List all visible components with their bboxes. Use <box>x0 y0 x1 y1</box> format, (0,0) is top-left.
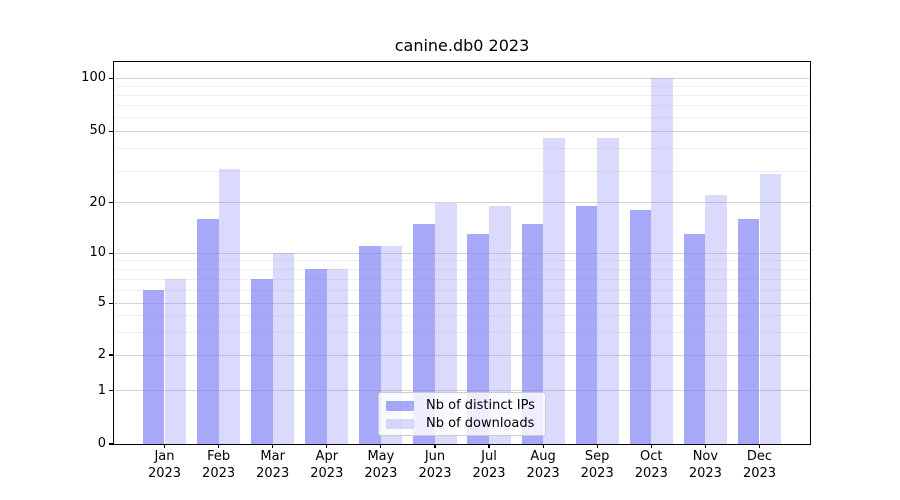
bar-downloads-nov <box>705 195 727 444</box>
x-tick-label-jul: Jul 2023 <box>472 449 506 481</box>
y-tick-mark-0 <box>109 443 113 445</box>
bar-downloads-dec <box>759 173 782 444</box>
x-tick-mark-nov <box>704 444 706 448</box>
x-tick-label-jun: Jun 2023 <box>418 449 452 481</box>
gridline-y-1 <box>114 390 810 392</box>
gridline-minor-y-6 <box>114 289 810 291</box>
gridline-minor-y-8 <box>114 268 810 270</box>
gridline-minor-y-4 <box>114 315 810 317</box>
y-tick-label-20: 20 <box>89 194 106 210</box>
x-tick-mark-may <box>380 444 382 448</box>
bar-downloads-jun <box>435 202 457 444</box>
gridline-minor-y-9 <box>114 260 810 262</box>
y-tick-mark-2 <box>109 354 113 356</box>
legend-swatch-distinct-ips <box>386 401 414 411</box>
x-tick-mark-jul <box>488 444 490 448</box>
bar-downloads-mar <box>272 253 295 444</box>
bar-downloads-oct <box>651 78 673 444</box>
y-tick-label-10: 10 <box>89 245 106 261</box>
x-tick-label-may: May 2023 <box>364 449 398 481</box>
y-tick-label-2: 2 <box>97 347 106 362</box>
y-tick-mark-5 <box>109 302 113 304</box>
x-tick-mark-feb <box>218 444 220 448</box>
bar-ips-may <box>359 246 381 444</box>
gridline-minor-y-30 <box>114 170 810 172</box>
x-tick-mark-sep <box>596 444 598 448</box>
x-tick-mark-oct <box>650 444 652 448</box>
gridline-minor-y-7 <box>114 278 810 280</box>
gridline-y-10 <box>114 252 810 254</box>
y-tick-label-50: 50 <box>89 123 106 139</box>
legend-item-downloads: Nb of downloads <box>386 415 537 433</box>
bar-downloads-sep <box>597 137 619 444</box>
gridline-y-5 <box>114 302 810 304</box>
x-tick-label-aug: Aug 2023 <box>526 449 560 481</box>
gridline-y-20 <box>114 202 810 204</box>
x-tick-label-dec: Dec 2023 <box>742 449 777 481</box>
x-tick-label-oct: Oct 2023 <box>634 449 668 481</box>
plot-area: Nb of distinct IPs Nb of downloads <box>113 61 811 445</box>
x-tick-mark-jun <box>434 444 436 448</box>
y-tick-label-0: 0 <box>97 436 106 451</box>
bar-ips-jan <box>142 290 165 444</box>
bar-ips-jun <box>413 223 435 444</box>
bar-ips-nov <box>683 234 706 444</box>
y-tick-label-5: 5 <box>97 295 106 311</box>
bar-ips-oct <box>629 210 652 444</box>
x-tick-mark-aug <box>542 444 544 448</box>
legend: Nb of distinct IPs Nb of downloads <box>378 392 546 436</box>
bar-ips-dec <box>737 219 760 444</box>
x-tick-mark-dec <box>758 444 761 448</box>
legend-swatch-downloads <box>386 419 414 429</box>
legend-item-distinct-ips: Nb of distinct IPs <box>386 397 537 415</box>
gridline-y-2 <box>114 354 810 356</box>
chart-title: canine.db0 2023 <box>394 36 530 55</box>
y-tick-mark-20 <box>109 202 113 204</box>
x-tick-mark-apr <box>326 444 328 448</box>
bar-downloads-feb <box>218 168 241 444</box>
gridline-minor-y-60 <box>114 116 810 118</box>
gridline-minor-y-80 <box>114 94 810 96</box>
x-tick-label-jan: Jan 2023 <box>147 449 182 481</box>
x-tick-label-mar: Mar 2023 <box>256 449 290 481</box>
bar-ips-mar <box>251 279 273 444</box>
gridline-minor-y-3 <box>114 331 810 333</box>
y-tick-label-1: 1 <box>97 382 106 398</box>
gridline-y-50 <box>114 130 810 132</box>
x-tick-label-nov: Nov 2023 <box>688 449 722 481</box>
x-tick-mark-mar <box>272 444 274 448</box>
gridline-minor-y-90 <box>114 85 810 87</box>
bar-downloads-aug <box>543 137 565 444</box>
y-tick-mark-1 <box>109 390 113 392</box>
x-tick-label-sep: Sep 2023 <box>580 449 614 481</box>
legend-label-downloads: Nb of downloads <box>426 416 535 431</box>
bar-downloads-jul <box>489 206 511 444</box>
bar-downloads-jan <box>164 279 187 444</box>
legend-label-distinct-ips: Nb of distinct IPs <box>426 398 535 413</box>
bar-ips-apr <box>305 269 327 444</box>
bar-ips-sep <box>575 206 598 444</box>
x-tick-label-feb: Feb 2023 <box>202 449 236 481</box>
y-tick-mark-10 <box>109 252 113 254</box>
gridline-y-100 <box>114 77 810 79</box>
x-tick-mark-jan <box>163 444 166 448</box>
gridline-minor-y-70 <box>114 105 810 107</box>
y-tick-mark-50 <box>109 130 113 132</box>
y-tick-mark-100 <box>109 77 113 79</box>
y-tick-label-100: 100 <box>81 70 106 86</box>
bar-ips-feb <box>197 219 219 444</box>
x-tick-label-apr: Apr 2023 <box>310 449 344 481</box>
bar-ips-aug <box>521 223 544 444</box>
bar-downloads-apr <box>326 269 349 444</box>
gridline-minor-y-40 <box>114 148 810 150</box>
bar-ips-jul <box>467 234 489 444</box>
